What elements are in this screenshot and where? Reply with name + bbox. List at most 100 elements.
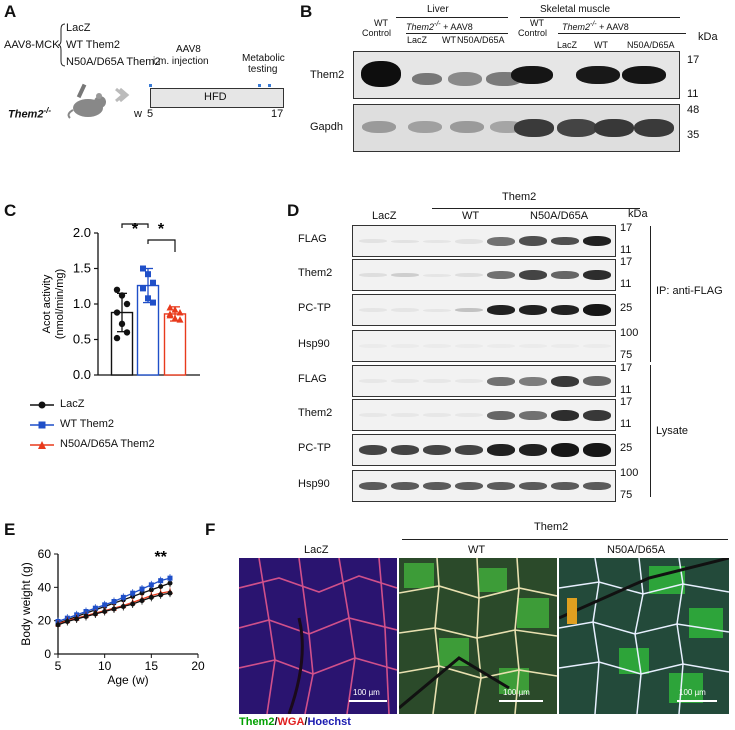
lysate-label: Lysate: [656, 425, 689, 437]
blot-band: [487, 271, 515, 279]
micro-wt-fibers: [399, 558, 557, 714]
blot-band: [423, 445, 451, 455]
stain-hoechst: Hoechst: [307, 716, 351, 728]
blot-band: [487, 236, 515, 246]
blot-band: [359, 239, 387, 243]
hfd-timeline-bar: [150, 88, 284, 108]
construct-brace: [57, 23, 66, 67]
injection-marker: [149, 84, 152, 87]
point-mutant: [176, 309, 184, 316]
them2-group-line-f: [402, 539, 728, 540]
blot-band: [519, 236, 547, 246]
blot-band: [551, 443, 579, 457]
blot-band: [359, 344, 387, 348]
wt-control-muscle-2: Control: [518, 28, 548, 38]
muscle-line: [520, 17, 680, 18]
blot-band: [583, 482, 611, 490]
blot-band: [583, 443, 611, 457]
scale-bar-lacz: 100 µm: [353, 688, 380, 697]
panel-label-f: F: [205, 520, 216, 539]
blot-band: [455, 344, 483, 348]
lane-d-lacz: LacZ: [372, 210, 397, 222]
liver-group-line: [406, 33, 508, 34]
mouse-icon: [67, 83, 106, 119]
y-label-c-2: (nmol/min/mg): [54, 269, 66, 339]
y-tick-label-c: 2.0: [73, 225, 91, 240]
blot-band: [519, 305, 547, 315]
col-lacz: LacZ: [304, 544, 329, 556]
legend-marker-mutant: [30, 441, 54, 449]
blot-band: [519, 376, 547, 386]
body-weight-chart: 0 20 40 60 5 10 15 20 Age (w) Body weight (g) **: [19, 547, 205, 687]
them2-group-f: Them2: [534, 521, 569, 533]
wt-control-liver-2: Control: [362, 28, 392, 38]
sig-bracket-2: [147, 239, 176, 252]
marker-d: 75: [620, 349, 633, 361]
blot-band: [391, 308, 419, 312]
panel-label-b: B: [300, 2, 313, 21]
point-e: [148, 582, 154, 588]
point-mutant: [171, 306, 179, 313]
blot-band: [359, 445, 387, 455]
x-label-e: Age (w): [107, 673, 148, 687]
blot-band: [359, 482, 387, 490]
marker-d: 25: [620, 442, 633, 454]
y-tick-label-e: 40: [38, 580, 52, 594]
kda-label-d: kDa: [628, 208, 648, 220]
hfd-label: HFD: [204, 91, 227, 103]
point-lacz: [113, 334, 121, 342]
point-e: [158, 578, 164, 584]
blot-band: [583, 304, 611, 316]
blot-band: [391, 482, 419, 490]
injection-label-2: i.m. injection: [153, 56, 209, 67]
blot-d: [352, 434, 616, 466]
marker-d: 17: [620, 396, 633, 408]
panel-label-c: C: [4, 201, 17, 220]
week-end: 17: [271, 108, 284, 120]
blot-band: [423, 482, 451, 490]
blot-band: [519, 482, 547, 490]
point-e: [139, 590, 145, 596]
marker-35-b: 35: [687, 129, 700, 141]
marker-17-b: 17: [687, 54, 700, 66]
blot-label-d: Hsp90: [298, 338, 330, 350]
blot-label-d: Them2: [298, 267, 333, 279]
marker-d: 75: [620, 489, 633, 501]
sig-star-2: *: [158, 221, 165, 238]
lane-liver-mutant: N50A/D65A: [457, 35, 505, 45]
blot-d: [352, 225, 616, 257]
construct-mutant: N50A/D65A Them2: [66, 56, 161, 68]
blot-band: [391, 239, 419, 243]
blot-label-d: FLAG: [298, 373, 327, 385]
blot-band: [583, 236, 611, 246]
vector-label: AAV8-MCK: [4, 39, 60, 51]
blot-band: [455, 238, 483, 244]
marker-d: 11: [620, 244, 632, 256]
point-e: [148, 594, 154, 600]
point-e: [83, 609, 89, 614]
point-wt: [150, 299, 156, 306]
ip-bracket: [650, 226, 651, 362]
muscle-group-line: [558, 33, 686, 34]
y-tick-label-c: 0.0: [73, 367, 91, 382]
blot-band: [455, 379, 483, 383]
blot-band: [455, 308, 483, 312]
blot-d: [352, 399, 616, 431]
x-tick-label-e: 5: [55, 659, 62, 673]
point-e: [139, 586, 145, 592]
micro-lacz-fibers: [239, 558, 397, 714]
point-e: [158, 584, 164, 589]
lane-muscle-lacz: LacZ: [557, 40, 578, 50]
them2-blot-b: [353, 51, 680, 99]
week-label: w: [134, 108, 142, 120]
y-label-e: Body weight (g): [19, 562, 33, 645]
y-tick-label-e: 20: [38, 614, 52, 628]
point-e: [55, 622, 61, 628]
lane-liver-wt: WT: [442, 35, 456, 45]
point-e: [130, 590, 136, 596]
point-e: [102, 609, 108, 614]
stain-legend: Them2/WGA/Hoechst: [239, 716, 351, 728]
point-wt: [150, 279, 156, 286]
them2-group-d: Them2: [502, 191, 537, 203]
construct-wt: WT Them2: [66, 39, 120, 51]
